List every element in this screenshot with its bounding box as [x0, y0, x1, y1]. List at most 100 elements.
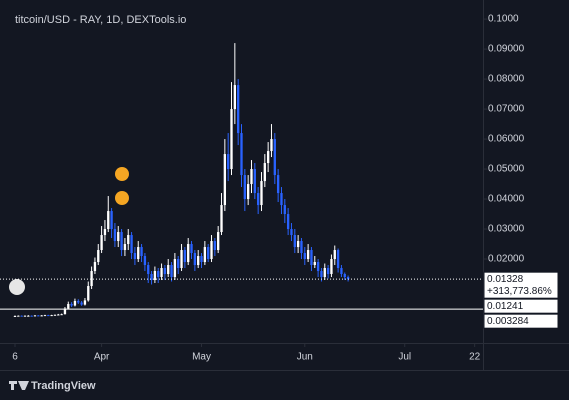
candle-body — [333, 250, 336, 260]
candle-body — [197, 256, 200, 266]
candle-body — [340, 268, 343, 275]
candle-body — [177, 259, 180, 269]
candle-body — [113, 229, 117, 242]
candle-body — [127, 235, 130, 245]
brand: TradingView — [31, 380, 96, 392]
candle-body — [80, 302, 83, 305]
candle-body — [343, 274, 346, 278]
candle-body — [17, 315, 20, 317]
candle-body — [87, 286, 90, 301]
price-tag-label: 0.01241 — [487, 301, 524, 312]
candle-body — [67, 304, 70, 309]
candle-body — [147, 265, 150, 275]
candle-body — [137, 247, 140, 260]
candle-body — [270, 139, 273, 152]
y-tick-label: 0.1000 — [488, 14, 519, 25]
candle-body — [283, 205, 286, 215]
candle-body — [223, 154, 227, 206]
candle-body — [13, 316, 17, 318]
candle-body — [233, 85, 237, 110]
event-icons — [9, 167, 129, 295]
price-tag — [483, 313, 559, 329]
candle-body — [210, 241, 213, 260]
candle-body — [276, 175, 280, 194]
event-icon[interactable] — [115, 191, 129, 205]
y-tick-label: 0.02000 — [488, 254, 525, 265]
candle-body — [290, 229, 293, 236]
candle-body — [286, 214, 290, 230]
candle-body — [150, 274, 153, 281]
candle-body — [170, 265, 173, 278]
candle-body — [207, 247, 210, 260]
candle-body — [157, 271, 160, 278]
candle-body — [250, 169, 253, 185]
candle-body — [180, 250, 183, 269]
candle-body — [256, 193, 260, 206]
candle-body — [47, 315, 50, 317]
candle-body — [23, 315, 27, 317]
candle-body — [160, 268, 163, 278]
candle-body — [167, 265, 170, 275]
candle-body — [313, 262, 316, 266]
candle-body — [296, 241, 300, 248]
candle-body — [63, 308, 67, 315]
candle-body — [73, 301, 77, 306]
price-tag-change: +313,773.86% — [487, 286, 552, 297]
candle-body — [27, 315, 30, 317]
candle-body — [70, 304, 73, 306]
candle-body — [190, 244, 193, 254]
price-tag-label: 0.003284 — [487, 316, 529, 327]
candle-body — [33, 315, 37, 317]
y-tick-label: 0.03000 — [488, 224, 525, 235]
candle-body — [117, 232, 120, 242]
candle-body — [187, 244, 190, 263]
candle-body — [173, 259, 177, 278]
candle-body — [306, 250, 310, 260]
y-tick-label: 0.07000 — [488, 104, 525, 115]
candle-body — [303, 253, 306, 260]
candle-body — [316, 262, 320, 272]
price-tag — [483, 271, 559, 299]
logo-mark — [9, 381, 29, 390]
candle-body — [77, 301, 80, 303]
candle-body — [153, 271, 157, 281]
candle-body — [266, 151, 270, 164]
x-tick-label: Apr — [94, 352, 110, 363]
candle-body — [57, 314, 60, 316]
candle-body — [60, 314, 63, 316]
candle-body — [100, 235, 103, 251]
candle-body — [93, 262, 97, 272]
y-tick-label: 0.08000 — [488, 74, 525, 85]
price-tag-label: 0.01328 — [487, 274, 524, 285]
y-tick-label: 0.06000 — [488, 134, 525, 145]
candle-body — [260, 181, 263, 206]
candle-body — [37, 315, 40, 317]
candle-body — [227, 154, 230, 170]
candle-body — [273, 139, 276, 176]
candle-body — [40, 315, 43, 317]
candle-body — [336, 250, 340, 269]
candle-body — [240, 133, 243, 176]
candle-body — [103, 229, 107, 236]
candle-body — [217, 232, 220, 251]
candle-body — [83, 300, 87, 305]
y-tick-label: 0.09000 — [488, 44, 525, 55]
x-tick-label: Jul — [398, 352, 411, 363]
event-icon[interactable] — [115, 167, 129, 181]
candle-body — [133, 253, 137, 260]
candle-body — [20, 315, 23, 317]
candle-body — [346, 277, 350, 280]
event-icon[interactable] — [9, 279, 25, 295]
candle-body — [30, 315, 33, 317]
price-tag — [483, 298, 559, 314]
y-tick-label: 0.05000 — [488, 164, 525, 175]
candle-body — [163, 268, 167, 275]
candle-body — [53, 314, 57, 316]
candle-body — [50, 315, 53, 317]
candle-body — [300, 241, 303, 254]
candle-body — [230, 109, 233, 170]
candle-body — [330, 259, 333, 275]
candle-body — [120, 232, 123, 251]
candle-body — [140, 247, 143, 257]
